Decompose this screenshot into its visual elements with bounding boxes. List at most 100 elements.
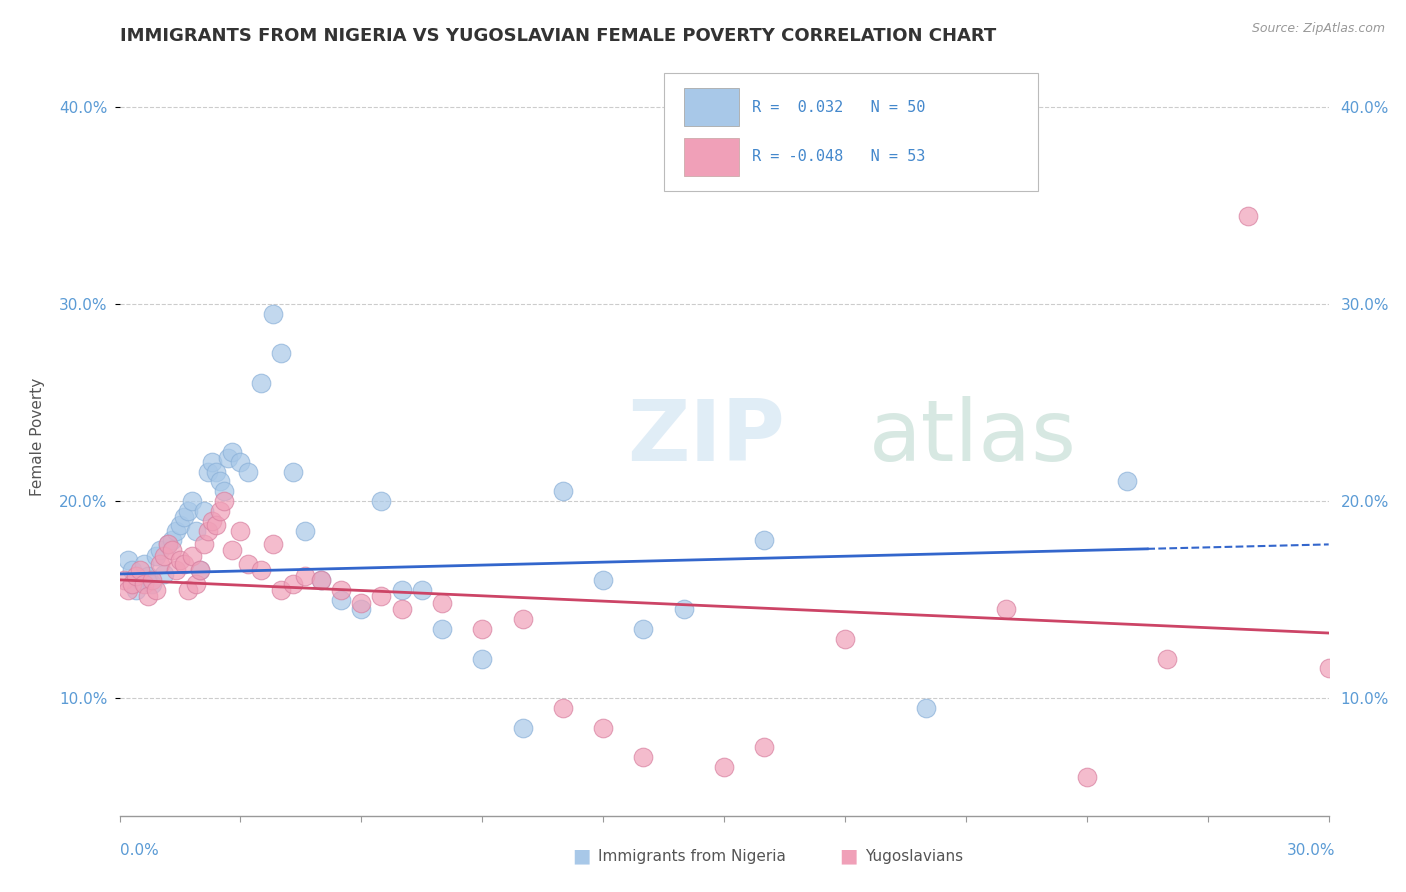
Point xyxy=(270,582,292,597)
Point xyxy=(592,721,614,735)
Point xyxy=(754,740,776,755)
Point xyxy=(214,484,236,499)
Point xyxy=(391,602,413,616)
Bar xyxy=(685,88,738,126)
FancyBboxPatch shape xyxy=(664,73,1039,191)
Text: ■: ■ xyxy=(839,847,858,866)
Point xyxy=(995,602,1018,616)
Point xyxy=(914,701,936,715)
Text: IMMIGRANTS FROM NIGERIA VS YUGOSLAVIAN FEMALE POVERTY CORRELATION CHART: IMMIGRANTS FROM NIGERIA VS YUGOSLAVIAN F… xyxy=(120,28,995,45)
Text: Source: ZipAtlas.com: Source: ZipAtlas.com xyxy=(1251,22,1385,36)
Point xyxy=(136,569,159,583)
Point xyxy=(512,721,534,735)
Text: Immigrants from Nigeria: Immigrants from Nigeria xyxy=(598,849,786,863)
Point xyxy=(350,602,373,616)
Point xyxy=(1076,770,1098,784)
Point xyxy=(173,509,195,524)
Y-axis label: Female Poverty: Female Poverty xyxy=(31,378,45,496)
Point xyxy=(112,573,135,587)
Point xyxy=(205,465,228,479)
Point xyxy=(141,576,163,591)
Text: R =  0.032   N = 50: R = 0.032 N = 50 xyxy=(752,100,925,115)
Point xyxy=(430,597,453,611)
Point xyxy=(188,563,211,577)
Point xyxy=(145,582,167,597)
Point xyxy=(309,573,332,587)
Point xyxy=(238,557,260,571)
Point xyxy=(270,346,292,360)
Point xyxy=(370,589,392,603)
Point xyxy=(156,537,179,551)
Point xyxy=(713,760,735,774)
Point xyxy=(128,573,150,587)
Point xyxy=(184,524,207,538)
Point xyxy=(281,465,304,479)
Point xyxy=(1116,475,1139,489)
Point xyxy=(551,701,574,715)
Point xyxy=(262,537,284,551)
Point xyxy=(214,494,236,508)
Bar xyxy=(685,137,738,176)
Point xyxy=(153,566,176,581)
Point xyxy=(117,553,139,567)
Point xyxy=(249,563,271,577)
Text: atlas: atlas xyxy=(869,395,1077,479)
Point xyxy=(330,592,353,607)
Point xyxy=(430,622,453,636)
Point xyxy=(153,549,176,564)
Point xyxy=(1156,651,1178,665)
Point xyxy=(309,573,332,587)
Point xyxy=(294,524,316,538)
Point xyxy=(238,465,260,479)
Point xyxy=(181,494,204,508)
Point xyxy=(160,543,183,558)
Point xyxy=(411,582,433,597)
Point xyxy=(117,582,139,597)
Point xyxy=(281,576,304,591)
Point xyxy=(188,563,211,577)
Point xyxy=(149,543,172,558)
Point xyxy=(160,533,183,548)
Point xyxy=(169,517,191,532)
Point xyxy=(193,537,215,551)
Point xyxy=(834,632,856,646)
Point xyxy=(294,569,316,583)
Point xyxy=(201,514,224,528)
Point xyxy=(132,557,155,571)
Point xyxy=(173,557,195,571)
Text: 30.0%: 30.0% xyxy=(1288,843,1336,858)
Point xyxy=(121,576,143,591)
Point xyxy=(177,504,200,518)
Point xyxy=(754,533,776,548)
Point xyxy=(330,582,353,597)
Point xyxy=(221,543,243,558)
Point xyxy=(177,582,200,597)
Point xyxy=(149,557,172,571)
Point xyxy=(370,494,392,508)
Point xyxy=(471,651,494,665)
Point xyxy=(124,569,146,583)
Point xyxy=(136,589,159,603)
Point xyxy=(512,612,534,626)
Point xyxy=(229,455,252,469)
Point xyxy=(217,450,239,465)
Point xyxy=(221,445,243,459)
Point xyxy=(181,549,204,564)
Point xyxy=(197,465,219,479)
Text: ■: ■ xyxy=(572,847,591,866)
Text: R = -0.048   N = 53: R = -0.048 N = 53 xyxy=(752,149,925,164)
Point xyxy=(201,455,224,469)
Point xyxy=(262,307,284,321)
Text: ZIP: ZIP xyxy=(627,395,785,479)
Point xyxy=(165,563,187,577)
Point xyxy=(1237,209,1260,223)
Point xyxy=(471,622,494,636)
Point xyxy=(633,622,655,636)
Point xyxy=(132,576,155,591)
Point xyxy=(1317,661,1340,675)
Point xyxy=(592,573,614,587)
Point xyxy=(391,582,413,597)
Text: 0.0%: 0.0% xyxy=(120,843,159,858)
Point xyxy=(121,563,143,577)
Point xyxy=(184,576,207,591)
